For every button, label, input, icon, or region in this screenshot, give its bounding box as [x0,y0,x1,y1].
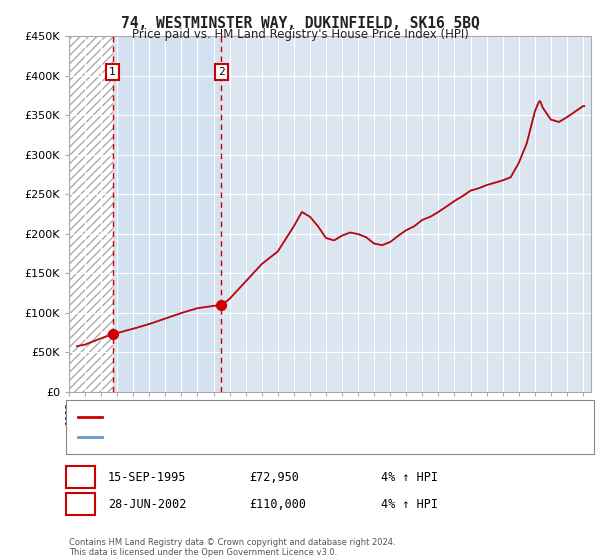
Text: £110,000: £110,000 [249,497,306,511]
Text: 2: 2 [218,67,225,77]
Text: £72,950: £72,950 [249,470,299,484]
Text: 1: 1 [109,67,116,77]
Text: Contains HM Land Registry data © Crown copyright and database right 2024.
This d: Contains HM Land Registry data © Crown c… [69,538,395,557]
Text: 1: 1 [77,470,84,484]
Text: 4% ↑ HPI: 4% ↑ HPI [381,470,438,484]
Text: 28-JUN-2002: 28-JUN-2002 [108,497,187,511]
Bar [69,36,113,392]
Bar [113,36,221,392]
Text: Price paid vs. HM Land Registry's House Price Index (HPI): Price paid vs. HM Land Registry's House … [131,28,469,41]
Text: 4% ↑ HPI: 4% ↑ HPI [381,497,438,511]
Text: 15-SEP-1995: 15-SEP-1995 [108,470,187,484]
Text: HPI: Average price, detached house, Tameside: HPI: Average price, detached house, Tame… [108,432,383,442]
Text: 74, WESTMINSTER WAY, DUKINFIELD, SK16 5BQ: 74, WESTMINSTER WAY, DUKINFIELD, SK16 5B… [121,16,479,31]
Text: 2: 2 [77,497,84,511]
Text: 74, WESTMINSTER WAY, DUKINFIELD, SK16 5BQ (detached house): 74, WESTMINSTER WAY, DUKINFIELD, SK16 5B… [108,412,470,422]
